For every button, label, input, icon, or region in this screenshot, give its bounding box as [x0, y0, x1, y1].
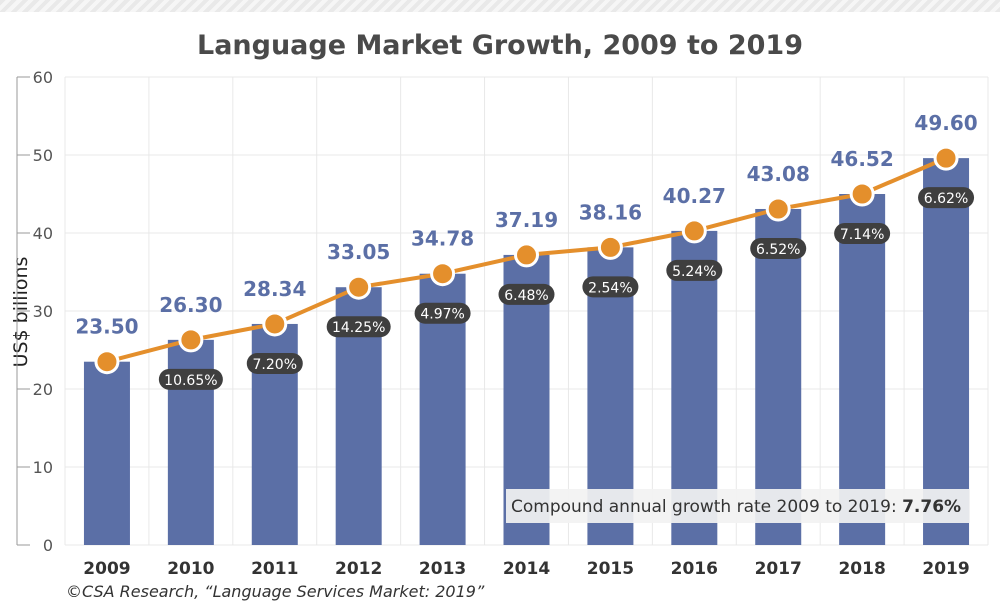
chart-title: Language Market Growth, 2009 to 2019	[197, 30, 803, 61]
point-marker-2010	[178, 327, 204, 353]
growth-pill-bg	[750, 237, 807, 259]
y-tick-label: 0	[43, 536, 53, 555]
cagr-annotation-box	[506, 489, 970, 523]
x-tick-label: 2012	[335, 559, 382, 579]
cagr-annotation-text: Compound annual growth rate 2009 to 2019…	[511, 497, 902, 517]
y-axis-label: US$ billions	[10, 257, 32, 368]
growth-pill-bg	[666, 259, 723, 281]
growth-pill-bg	[326, 316, 391, 338]
growth-label: 7.20%	[253, 357, 297, 373]
y-tick-label: 20	[33, 380, 53, 399]
growth-pill-2018: 7.14%	[834, 223, 891, 244]
growth-pill-bg	[918, 187, 975, 209]
growth-pill-2010: 10.65%	[158, 368, 223, 390]
x-tick-label: 2018	[838, 559, 885, 579]
value-label-2019: 49.60	[914, 111, 977, 135]
value-label-2017: 43.08	[747, 162, 810, 186]
point-marker-2019	[933, 145, 959, 171]
growth-pill-2014: 6.48%	[498, 283, 555, 305]
value-label-2010: 26.30	[159, 293, 222, 317]
bar-2018	[839, 194, 886, 545]
value-label-2012: 33.05	[327, 240, 390, 264]
x-tick-label: 2013	[419, 559, 466, 579]
y-tick-label: 30	[33, 302, 53, 321]
cagr-annotation: Compound annual growth rate 2009 to 2019…	[511, 497, 961, 517]
y-tick-label: 50	[33, 146, 53, 165]
value-label-2011: 28.34	[243, 277, 306, 301]
point-marker-2009	[94, 349, 120, 375]
bar-2009	[83, 361, 130, 545]
bar-2017	[755, 208, 802, 545]
x-tick-label: 2019	[922, 559, 969, 579]
x-tick-label: 2009	[83, 559, 130, 579]
growth-pill-2013: 4.97%	[414, 302, 471, 324]
x-tick-label: 2017	[755, 559, 802, 579]
growth-pill-bg	[414, 302, 471, 324]
growth-pill-2016: 5.24%	[666, 259, 723, 281]
growth-pill-bg	[498, 283, 555, 305]
growth-pill-2019: 6.62%	[918, 187, 975, 209]
value-label-2015: 38.16	[579, 200, 642, 224]
source-credit: ©CSA Research, “Language Services Market…	[66, 582, 485, 601]
value-label-2013: 34.78	[411, 227, 474, 251]
growth-label: 2.54%	[588, 280, 632, 296]
point-marker-2016	[681, 218, 707, 244]
growth-label: 7.14%	[840, 227, 884, 243]
value-label-2016: 40.27	[663, 184, 726, 208]
y-tick-label: 60	[33, 68, 53, 87]
growth-pill-bg	[246, 352, 303, 374]
value-label-2014: 37.19	[495, 208, 558, 232]
x-tick-label: 2015	[587, 559, 634, 579]
growth-pill-bg	[834, 223, 891, 244]
x-tick-label: 2016	[671, 559, 718, 579]
value-label-2018: 46.52	[831, 147, 894, 171]
point-marker-2015	[597, 234, 623, 260]
value-label-2009: 23.50	[75, 315, 138, 339]
growth-label: 5.24%	[672, 264, 716, 280]
y-tick-label: 10	[33, 458, 53, 477]
bar-2019	[923, 158, 970, 545]
growth-label: 4.97%	[420, 307, 464, 323]
growth-pill-2012: 14.25%	[326, 316, 391, 338]
point-marker-2017	[765, 196, 791, 222]
growth-label: 10.65%	[164, 373, 217, 389]
point-marker-2018	[849, 181, 875, 207]
growth-pill-bg	[158, 368, 223, 390]
growth-pill-bg	[582, 276, 639, 298]
growth-label: 6.52%	[756, 242, 800, 258]
growth-pill-2015: 2.54%	[582, 276, 639, 298]
point-marker-2013	[430, 261, 456, 287]
y-tick-label: 40	[33, 224, 53, 243]
point-marker-2012	[346, 274, 372, 300]
x-tick-label: 2010	[167, 559, 214, 579]
growth-label: 14.25%	[332, 320, 385, 336]
cagr-annotation-value: 7.76%	[902, 497, 961, 517]
growth-label: 6.48%	[504, 288, 548, 304]
top-decorative-stripe	[0, 0, 1000, 12]
x-tick-label: 2011	[251, 559, 298, 579]
point-marker-2011	[262, 311, 288, 337]
growth-pill-2017: 6.52%	[750, 237, 807, 259]
growth-label: 6.62%	[924, 191, 968, 207]
x-tick-label: 2014	[503, 559, 550, 579]
point-marker-2014	[514, 242, 539, 268]
growth-pill-2011: 7.20%	[246, 352, 303, 374]
